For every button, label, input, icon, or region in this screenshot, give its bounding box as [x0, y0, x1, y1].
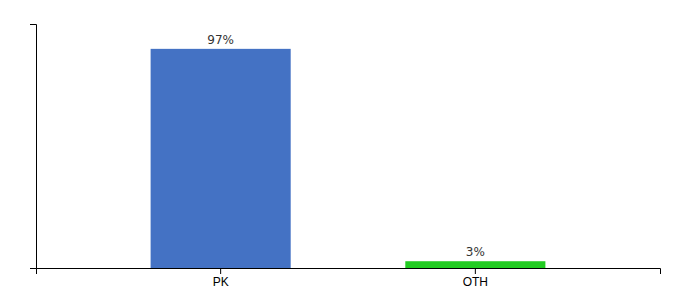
chart: PK OTH 97% 3% [0, 0, 680, 300]
y-axis-line [30, 25, 37, 269]
plot: PK OTH 97% 3% [30, 25, 661, 289]
x-tick: PK [213, 268, 229, 289]
x-axis: PK OTH [37, 268, 661, 289]
bar [405, 261, 545, 268]
bar [151, 49, 291, 268]
x-tick: OTH [463, 268, 488, 289]
data-label: 97% [207, 33, 234, 47]
x-axis-line [37, 269, 661, 275]
bars [151, 49, 546, 268]
data-labels: 97% 3% [207, 33, 485, 259]
x-tick-mark [220, 268, 221, 274]
x-tick-label: OTH [463, 275, 488, 289]
data-label: 3% [466, 245, 485, 259]
x-tick-label: PK [213, 275, 229, 289]
y-axis [30, 25, 37, 269]
x-tick-mark [475, 268, 476, 274]
